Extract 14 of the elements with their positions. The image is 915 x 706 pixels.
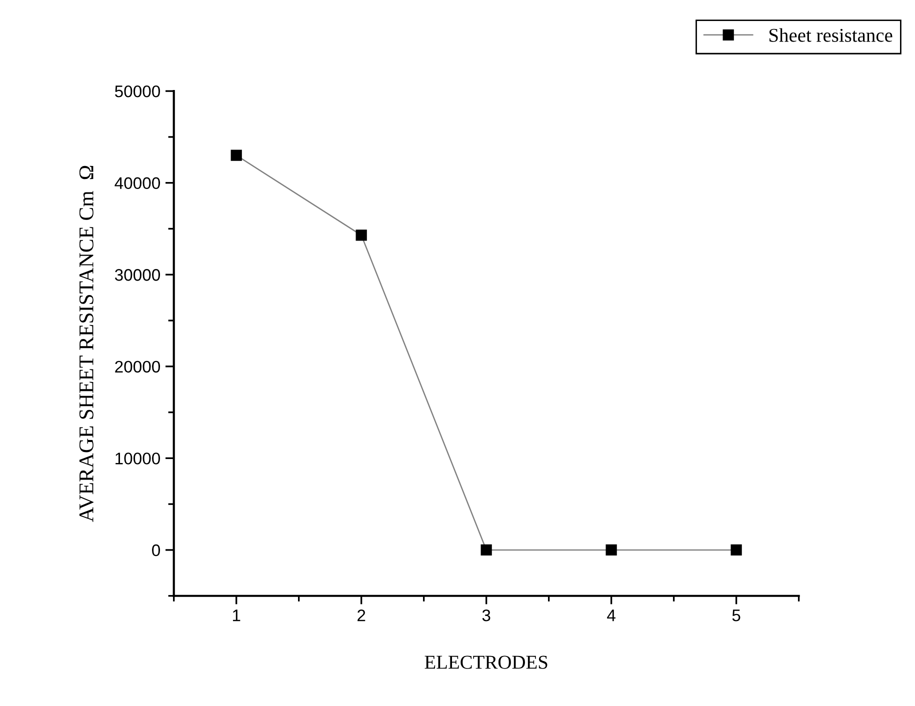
y-tick-label: 40000 [114,177,160,190]
y-tick-label: 30000 [114,269,160,281]
y-tick-label: 50000 [114,85,160,98]
y-axis-title: AVERAGE SHEET RESISTANCE Cm Ω [79,166,94,522]
x-tick-label: 4 [607,610,616,622]
x-tick-label: 2 [358,610,366,622]
x-tick-label: 5 [732,610,740,622]
x-axis-title: ELECTRODES [424,656,548,669]
y-tick-label: 10000 [116,452,160,464]
x-tick-label: 3 [482,610,490,622]
y-tick-label: 0 [152,544,160,556]
legend-label: Sheet resistance [770,28,892,42]
y-tick-label: 20000 [115,360,160,373]
x-tick-label: 1 [232,610,240,622]
